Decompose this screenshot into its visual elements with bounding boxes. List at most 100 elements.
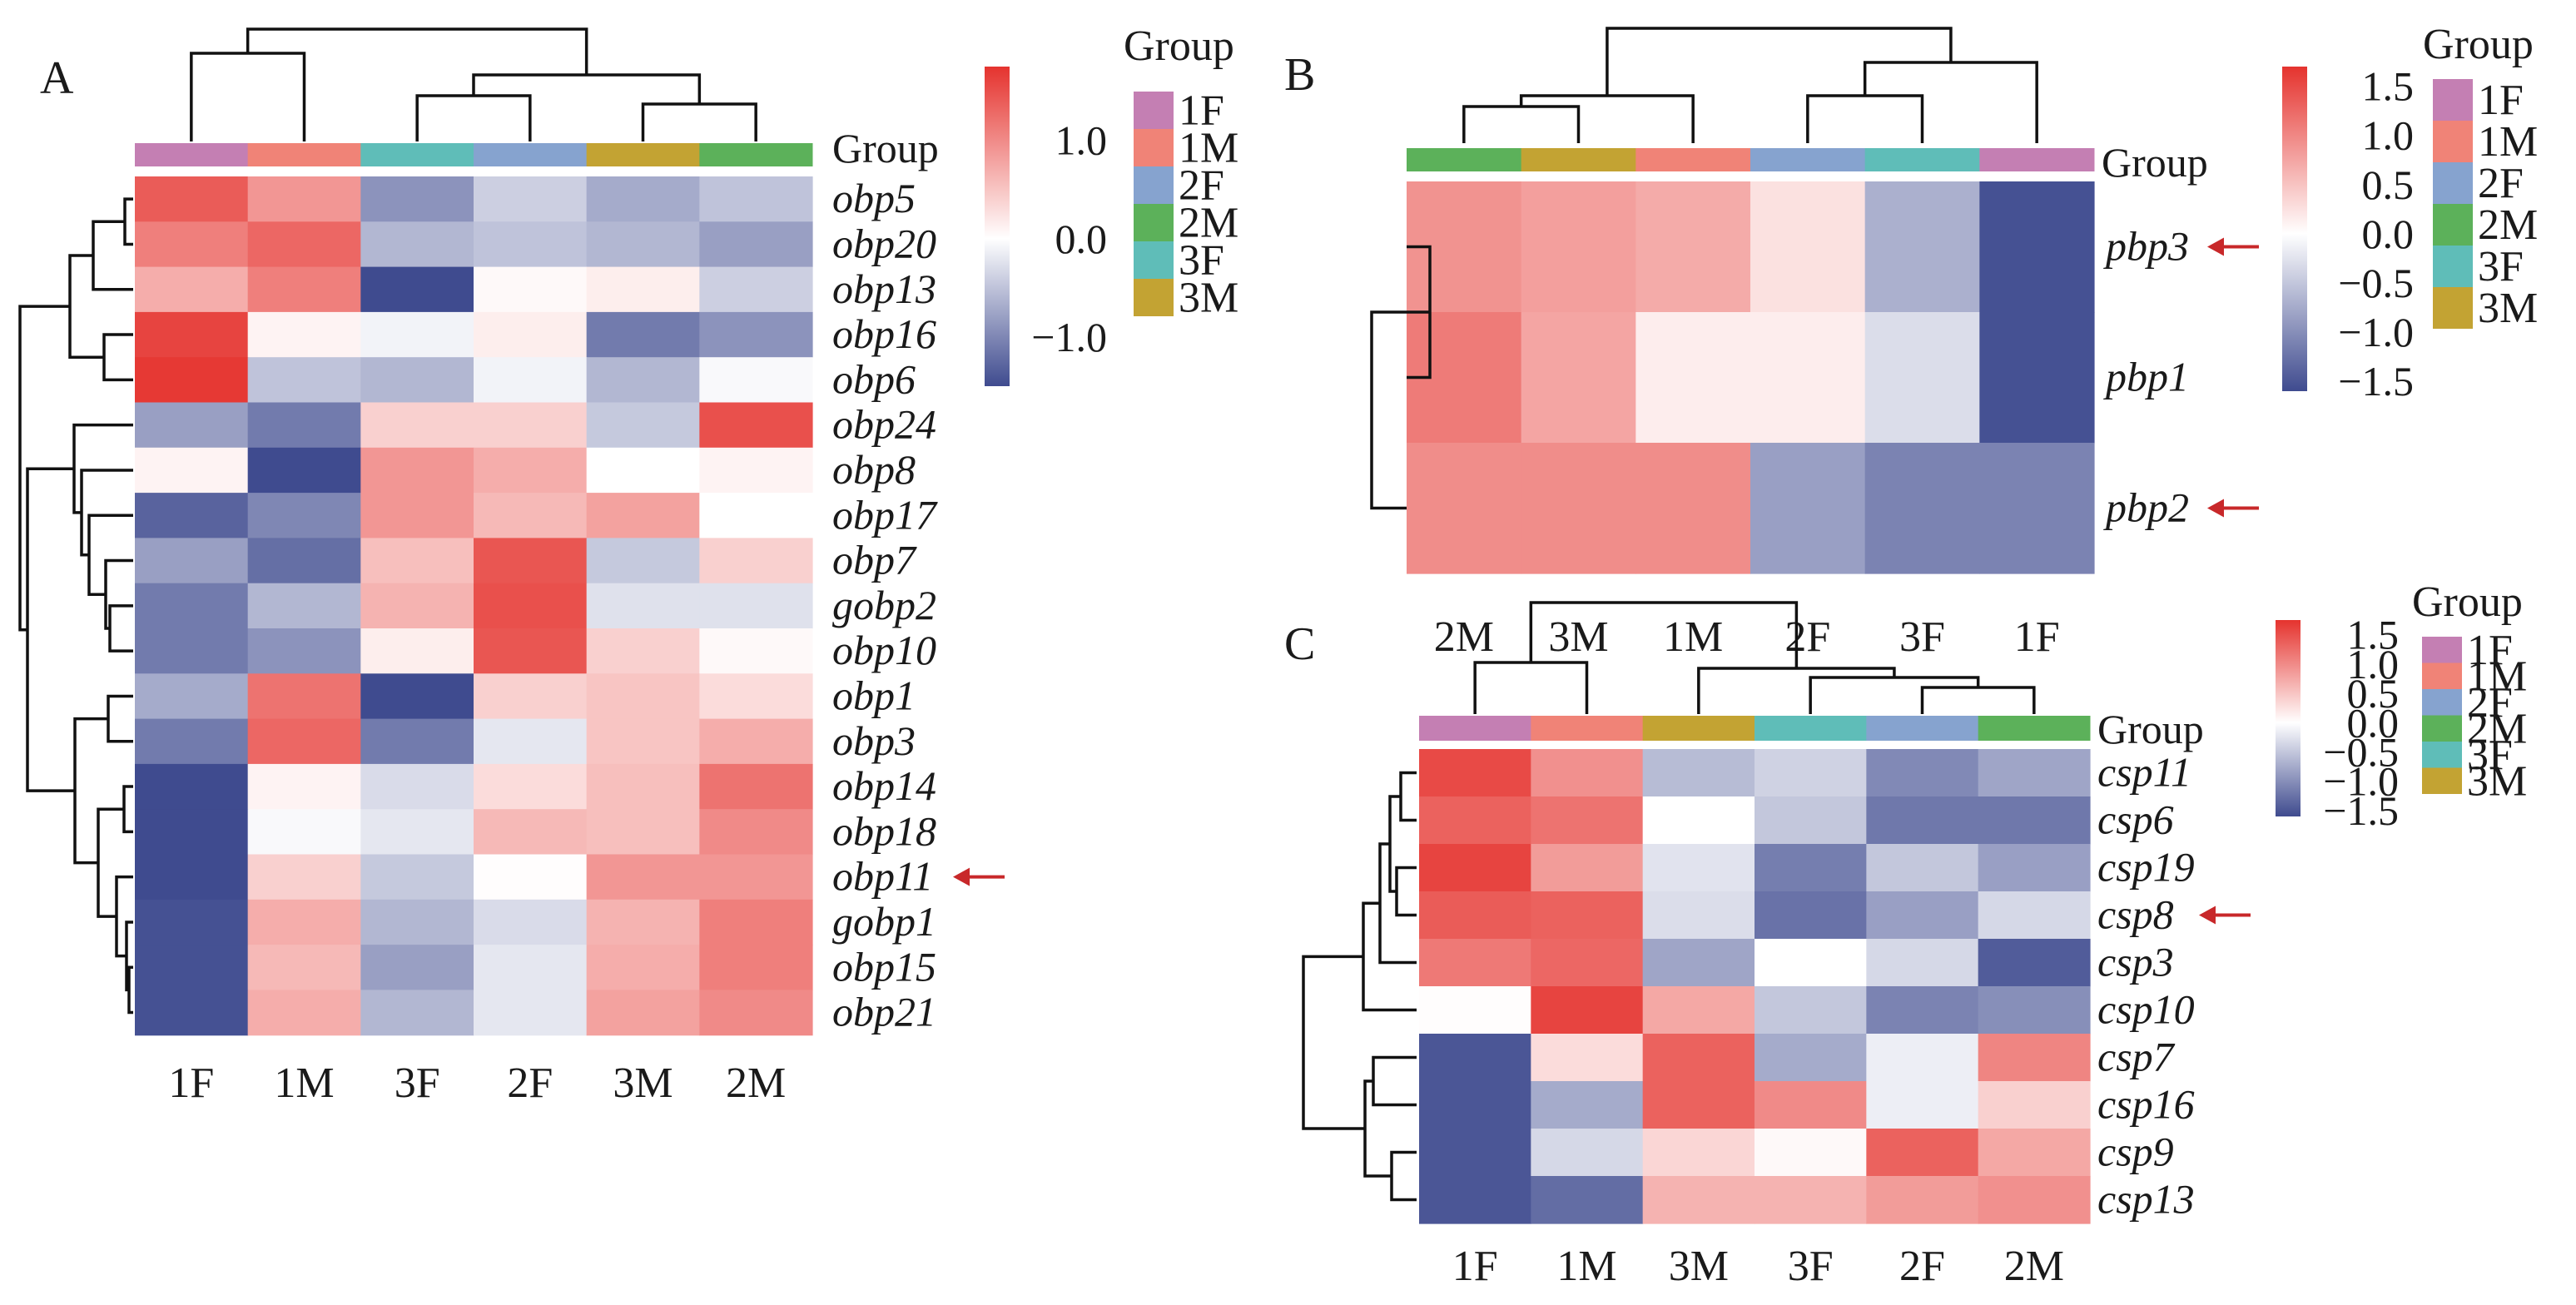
annotation-cell-3M — [1521, 148, 1636, 171]
heatmap-cell — [360, 763, 474, 810]
heatmap-cell — [699, 899, 813, 945]
heatmap-cell — [1978, 939, 2091, 987]
heatmap-cell — [247, 809, 361, 856]
row-label: gobp2 — [832, 582, 936, 628]
heatmap-cell — [586, 493, 700, 538]
heatmap-cell — [135, 899, 249, 945]
row-dendrogram-branch — [73, 717, 108, 865]
heatmap-cell — [699, 266, 813, 313]
annotation-cell-3F — [360, 143, 474, 166]
heatmap-cell — [586, 311, 700, 358]
row-label: obp7 — [832, 537, 917, 583]
row-dendrogram-branch — [18, 305, 70, 632]
heatmap-cell — [1635, 181, 1751, 313]
legend-label-3F: 3F — [2478, 243, 2524, 290]
heatmap-cell — [699, 809, 813, 856]
heatmap-cell — [1531, 1129, 1644, 1177]
heatmap-cell — [1866, 1081, 1979, 1129]
heatmap-cell — [1750, 312, 1866, 444]
colorbar-tick-label: 1.0 — [2347, 641, 2400, 687]
heatmap-cell — [586, 763, 700, 810]
legend-label-3M: 3M — [2478, 285, 2538, 332]
row-dendrogram-branch — [92, 220, 133, 291]
column-label: 1F — [1452, 1243, 1498, 1290]
colorbar — [2276, 620, 2301, 816]
heatmap-cell — [586, 583, 700, 629]
colorbar-tick-label: −0.5 — [2323, 729, 2399, 776]
row-label: csp11 — [2097, 749, 2191, 796]
row-label: obp21 — [832, 989, 936, 1035]
row-dendrogram-branch — [1302, 955, 1365, 1130]
heatmap-cell — [135, 990, 249, 1036]
row-label: obp3 — [832, 717, 916, 764]
row-label: csp13 — [2097, 1176, 2195, 1223]
annotation-cell-3F — [1864, 148, 1980, 171]
heatmap-cell — [360, 493, 474, 538]
row-dendrogram-branch — [1370, 310, 1430, 510]
heatmap-cell — [474, 493, 588, 538]
row-dendrogram-branch — [127, 965, 133, 1015]
heatmap-cell — [586, 628, 700, 674]
annotation-cell-1M — [247, 143, 361, 166]
heatmap-cell — [1866, 1129, 1979, 1177]
colorbar-tick-label: 0.5 — [2347, 670, 2400, 717]
column-dendrogram-branch — [1473, 661, 1589, 714]
heatmap-cell — [135, 628, 249, 674]
panel-label-b: B — [1284, 49, 1315, 101]
panel-label-a: A — [40, 52, 74, 104]
row-label: csp3 — [2097, 939, 2174, 985]
heatmap-cell — [1978, 1129, 2091, 1177]
heatmap-cell — [360, 447, 474, 494]
legend-label-3F: 3F — [1179, 237, 1224, 285]
heatmap-cell — [699, 718, 813, 765]
legend-swatch-2M — [1134, 204, 1174, 241]
heatmap-cell — [1419, 1129, 1531, 1177]
heatmap-cell — [1419, 1034, 1531, 1082]
heatmap-cell — [474, 447, 588, 494]
heatmap-cell — [586, 221, 700, 268]
heatmap-cell — [474, 899, 588, 945]
heatmap-cell — [360, 538, 474, 584]
row-label: obp16 — [832, 310, 936, 357]
heatmap-cell — [474, 357, 588, 404]
legend-swatch-1F — [1134, 92, 1174, 129]
heatmap-cell — [360, 718, 474, 765]
column-label: 3F — [1788, 1243, 1834, 1290]
heatmap-cell — [360, 899, 474, 945]
colorbar-tick-label: 0.0 — [2347, 699, 2400, 746]
heatmap-cell — [586, 538, 700, 584]
colorbar-tick-label: −1.0 — [1031, 314, 1107, 360]
column-dendrogram-branch — [190, 52, 306, 141]
heatmap-cell — [474, 538, 588, 584]
row-label: pbp2 — [2103, 484, 2189, 531]
heatmap-cell — [1642, 1081, 1755, 1129]
column-label: 3M — [613, 1059, 673, 1107]
row-label: csp19 — [2097, 844, 2195, 891]
heatmap-cell — [1642, 1034, 1755, 1082]
column-dendrogram-branch — [1809, 676, 1980, 714]
heatmap-cell — [135, 311, 249, 358]
heatmap-cell — [1866, 844, 1979, 892]
column-label: 2M — [1434, 613, 1494, 661]
row-dendrogram-branch — [1395, 866, 1417, 917]
heatmap-cell — [1978, 796, 2091, 845]
column-label: 2F — [507, 1059, 553, 1107]
colorbar-tick-label: 1.5 — [2347, 612, 2400, 658]
row-label: csp10 — [2097, 986, 2195, 1033]
column-dendrogram-branch — [1519, 94, 1695, 143]
heatmap-cell — [247, 763, 361, 810]
heatmap-cell — [586, 854, 700, 901]
column-label: 1M — [1663, 613, 1723, 661]
annotation-cell-1M — [1635, 148, 1751, 171]
heatmap-cell — [474, 176, 588, 222]
heatmap-cell — [1755, 796, 1867, 845]
heatmap-cell — [1866, 939, 1979, 987]
annotation-cell-2F — [474, 143, 588, 166]
row-label: obp15 — [832, 943, 936, 990]
heatmap-cell — [1755, 891, 1867, 940]
colorbar-tick-label: 0.0 — [1055, 216, 1108, 262]
heatmap-cell — [247, 945, 361, 990]
legend-title: Group — [1124, 22, 1234, 70]
annotation-cell-3M — [586, 143, 700, 166]
heatmap-cell — [586, 809, 700, 856]
